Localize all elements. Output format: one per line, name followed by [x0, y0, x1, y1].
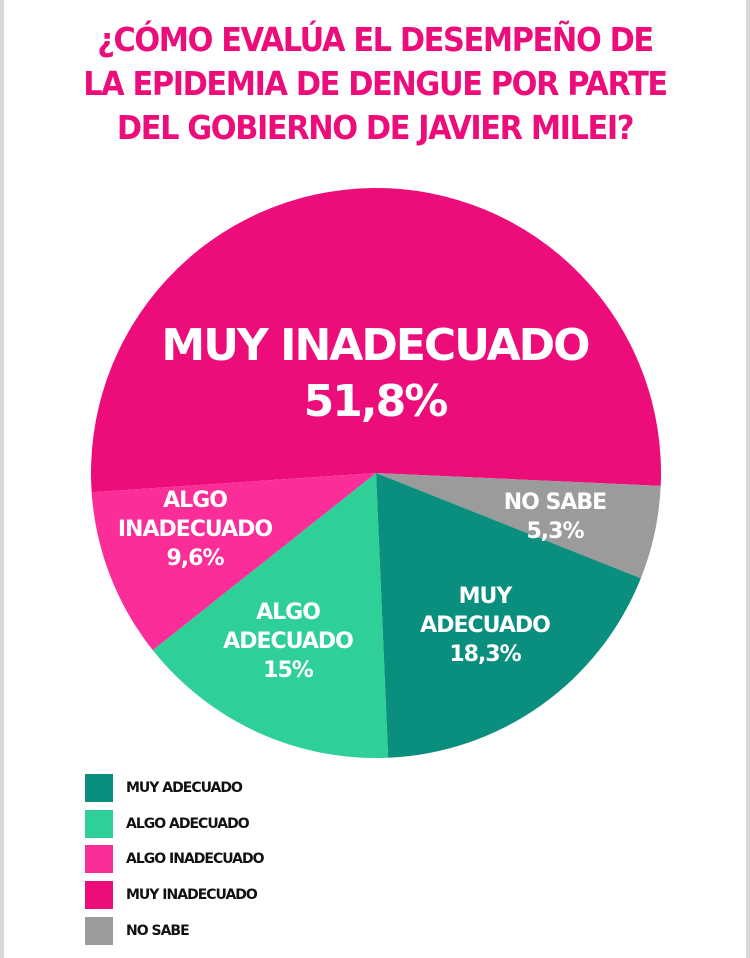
title-line-3: DEL GOBIERNO DE JAVIER MILEI? [116, 108, 635, 147]
label-no-sabe-value: 5,3% [526, 519, 584, 544]
pie-slice-algo-inadecuado [91, 473, 376, 651]
legend-label: ALGO INADECUADO [126, 851, 265, 868]
legend-swatch-algo-adecuado [85, 809, 113, 838]
legend-item-muy-adecuado: MUY ADECUADO [85, 770, 264, 806]
legend-swatch-algo-inadecuado [85, 845, 113, 874]
legend-item-no-sabe: NO SABE [85, 913, 264, 949]
legend-item-algo-inadecuado: ALGO INADECUADO [85, 842, 265, 878]
label-algo-inadecuado: ALGO INADECUADO 9,6% [100, 486, 290, 573]
label-muy-inadecuado: MUY INADECUADO 51,8% [100, 318, 650, 430]
legend-label: MUY INADECUADO [126, 887, 258, 904]
label-algo-inadecuado-line2: INADECUADO [117, 517, 273, 542]
legend-label: NO SABE [126, 923, 190, 940]
label-algo-adecuado-value: 15% [263, 658, 314, 683]
legend-swatch-muy-adecuado [85, 773, 113, 802]
pie-slice-algo-adecuado [152, 473, 389, 758]
label-algo-adecuado-line2: ADECUADO [223, 629, 354, 654]
pie-slice-muy-inadecuado [91, 188, 661, 493]
label-no-sabe: NO SABE 5,3% [470, 488, 640, 546]
label-muy-adecuado-value: 18,3% [449, 642, 521, 667]
label-no-sabe-name: NO SABE [503, 490, 607, 515]
label-algo-inadecuado-value: 9,6% [166, 546, 224, 571]
label-algo-adecuado-line1: ALGO [256, 600, 321, 625]
pie-slice-no-sabe [376, 473, 661, 579]
pie-slice-muy-adecuado [376, 473, 641, 758]
legend-swatch-no-sabe [85, 917, 113, 946]
legend-label: MUY ADECUADO [126, 779, 243, 796]
title-line-1: ¿CÓMO EVALÚA EL DESEMPEÑO DE [97, 20, 654, 59]
title-line-2: LA EPIDEMIA DE DENGUE POR PARTE [83, 64, 668, 103]
legend-label: ALGO ADECUADO [126, 815, 250, 832]
legend-item-algo-adecuado: ALGO ADECUADO [85, 806, 264, 842]
label-muy-adecuado-line2: ADECUADO [420, 613, 551, 638]
legend-item-muy-inadecuado: MUY INADECUADO [85, 877, 264, 913]
legend: MUY ADECUADO ALGO ADECUADO ALGO INADECUA… [85, 770, 265, 949]
label-muy-adecuado-line1: MUY [458, 584, 513, 609]
label-algo-inadecuado-line1: ALGO [163, 488, 228, 513]
label-algo-adecuado: ALGO ADECUADO 15% [203, 598, 373, 685]
label-muy-inadecuado-name: MUY INADECUADO [161, 320, 590, 371]
chart-title: ¿CÓMO EVALÚA EL DESEMPEÑO DE LA EPIDEMIA… [30, 18, 720, 150]
label-muy-inadecuado-value: 51,8% [303, 376, 449, 427]
legend-swatch-muy-inadecuado [85, 881, 113, 910]
label-muy-adecuado: MUY ADECUADO 18,3% [400, 582, 570, 669]
